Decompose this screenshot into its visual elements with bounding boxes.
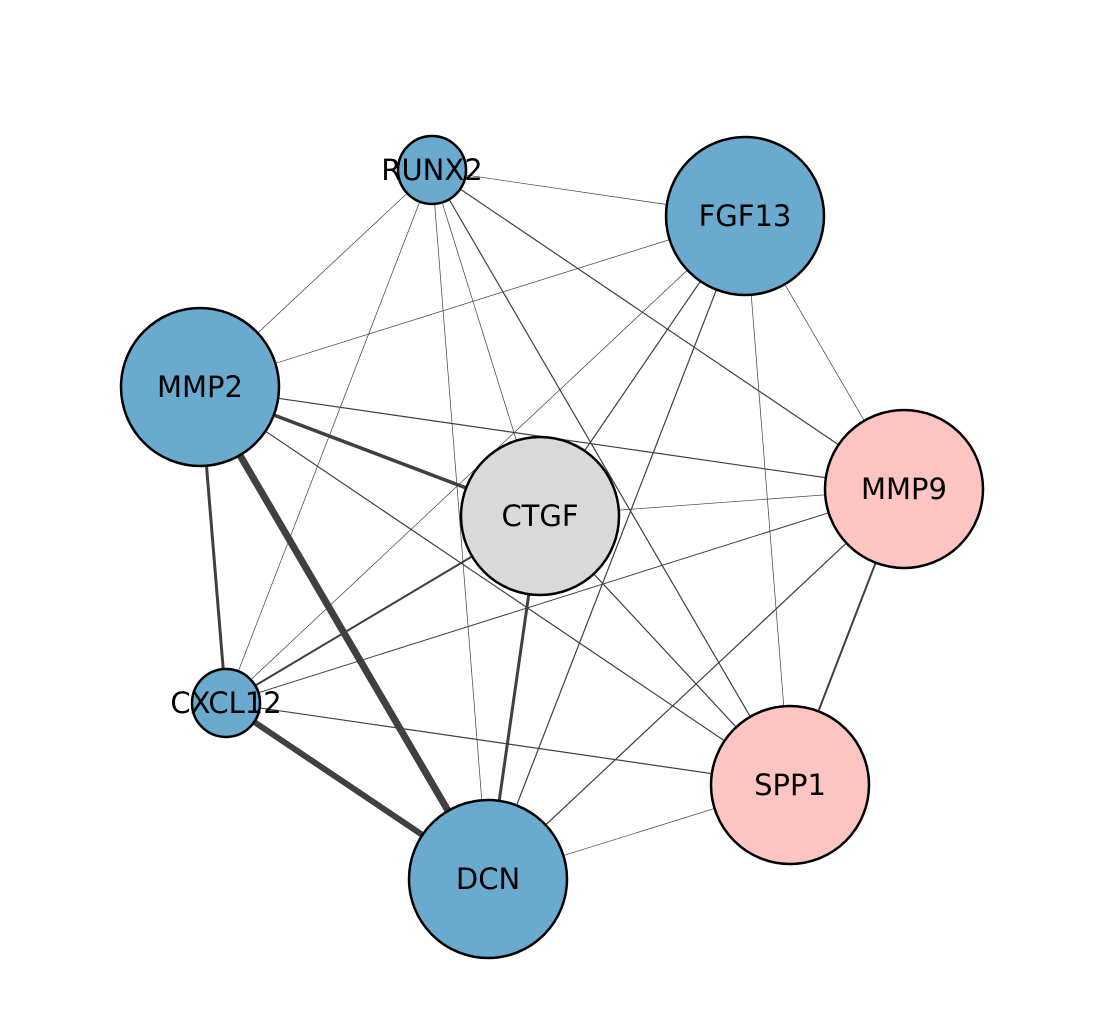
edge-fgf13-spp1 xyxy=(744,215,791,786)
node-circle-ctgf xyxy=(459,435,621,597)
node-dcn: DCN xyxy=(407,798,569,960)
node-circle-runx2 xyxy=(396,134,468,206)
node-label-dcn: DCN xyxy=(456,862,520,896)
edge-runx2-spp1 xyxy=(431,169,791,786)
node-circle-mmp2 xyxy=(119,306,281,468)
node-mmp9: MMP9 xyxy=(823,408,985,570)
node-layer: RUNX2 FGF13 MMP2 CTGF MMP9 CXCL12 SPP1 DCN xyxy=(119,134,985,960)
node-mmp2: MMP2 xyxy=(119,306,281,468)
edge-runx2-cxcl12 xyxy=(225,169,433,704)
node-label-mmp9: MMP9 xyxy=(861,472,947,506)
node-circle-mmp9 xyxy=(823,408,985,570)
node-runx2: RUNX2 xyxy=(381,134,483,206)
node-label-ctgf: CTGF xyxy=(501,499,578,533)
edge-mmp9-cxcl12 xyxy=(225,488,905,704)
node-ctgf: CTGF xyxy=(459,435,621,597)
edge-fgf13-dcn xyxy=(487,215,746,880)
edge-cxcl12-spp1 xyxy=(225,702,791,786)
node-label-mmp2: MMP2 xyxy=(157,370,243,404)
edge-runx2-dcn xyxy=(431,169,489,880)
edge-mmp9-dcn xyxy=(487,488,905,880)
node-label-runx2: RUNX2 xyxy=(381,153,482,187)
node-label-cxcl12: CXCL12 xyxy=(170,686,281,720)
node-label-fgf13: FGF13 xyxy=(699,199,792,233)
node-circle-cxcl12 xyxy=(190,667,262,739)
node-spp1: SPP1 xyxy=(709,704,871,866)
node-circle-spp1 xyxy=(709,704,871,866)
node-circle-dcn xyxy=(407,798,569,960)
node-label-spp1: SPP1 xyxy=(754,768,826,802)
edge-mmp2-spp1 xyxy=(199,386,791,786)
node-circle-fgf13 xyxy=(664,135,826,297)
edge-fgf13-mmp2 xyxy=(199,215,746,388)
node-fgf13: FGF13 xyxy=(664,135,826,297)
node-cxcl12: CXCL12 xyxy=(170,667,282,739)
